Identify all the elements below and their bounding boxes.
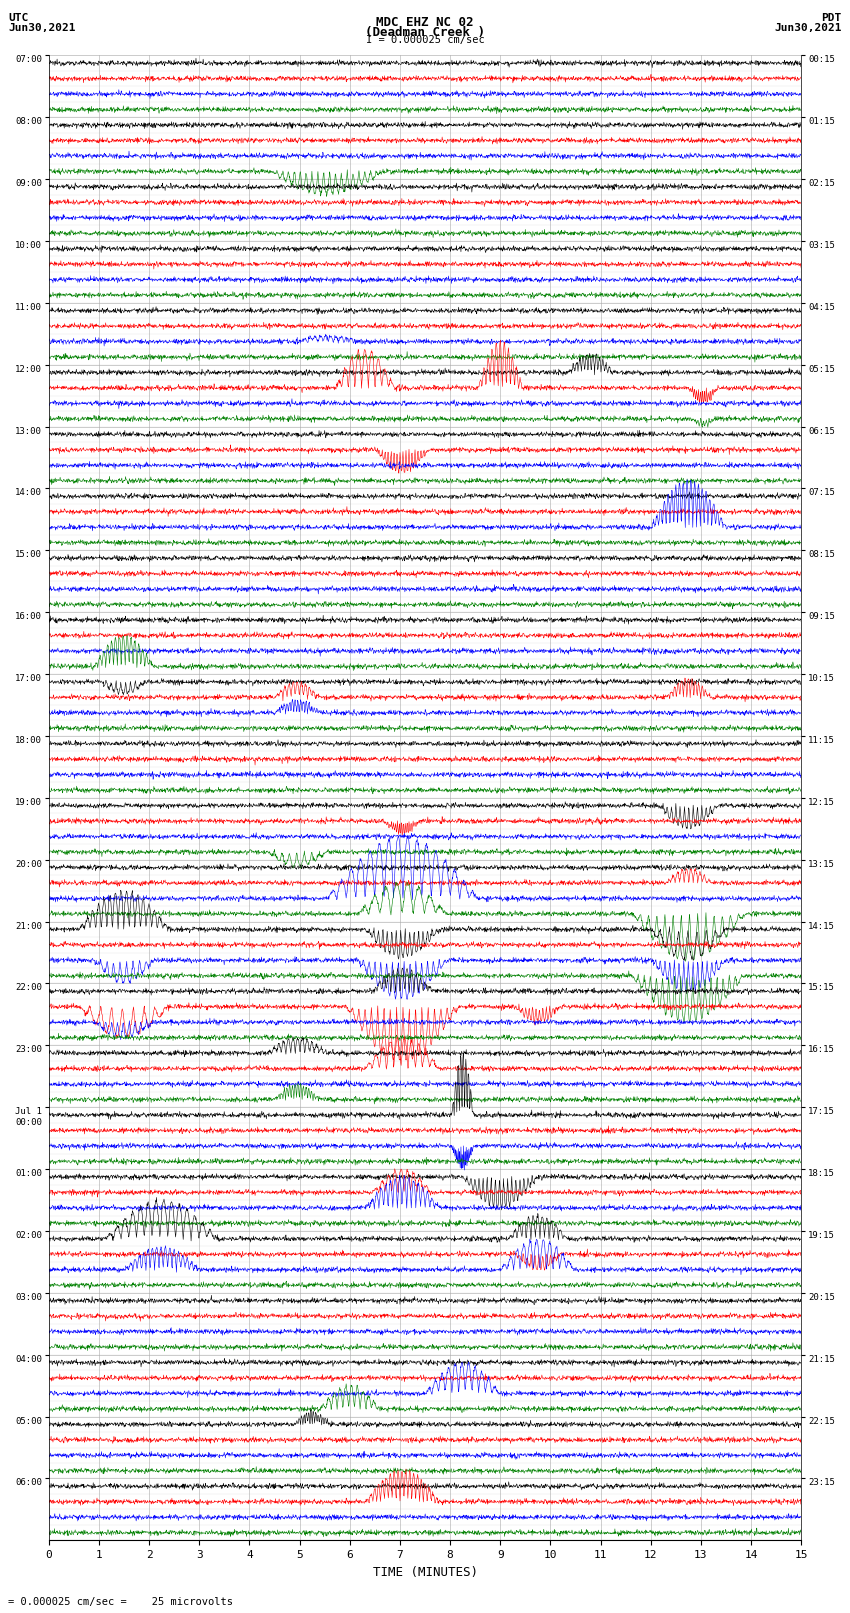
Text: MDC EHZ NC 02: MDC EHZ NC 02 [377, 16, 473, 29]
Text: I = 0.000025 cm/sec: I = 0.000025 cm/sec [366, 35, 484, 45]
Text: Jun30,2021: Jun30,2021 [774, 23, 842, 32]
Text: PDT: PDT [821, 13, 842, 23]
Text: UTC: UTC [8, 13, 29, 23]
Text: Jun30,2021: Jun30,2021 [8, 23, 76, 32]
Text: (Deadman Creek ): (Deadman Creek ) [365, 26, 485, 39]
Text: = 0.000025 cm/sec =    25 microvolts: = 0.000025 cm/sec = 25 microvolts [8, 1597, 234, 1607]
X-axis label: TIME (MINUTES): TIME (MINUTES) [372, 1566, 478, 1579]
